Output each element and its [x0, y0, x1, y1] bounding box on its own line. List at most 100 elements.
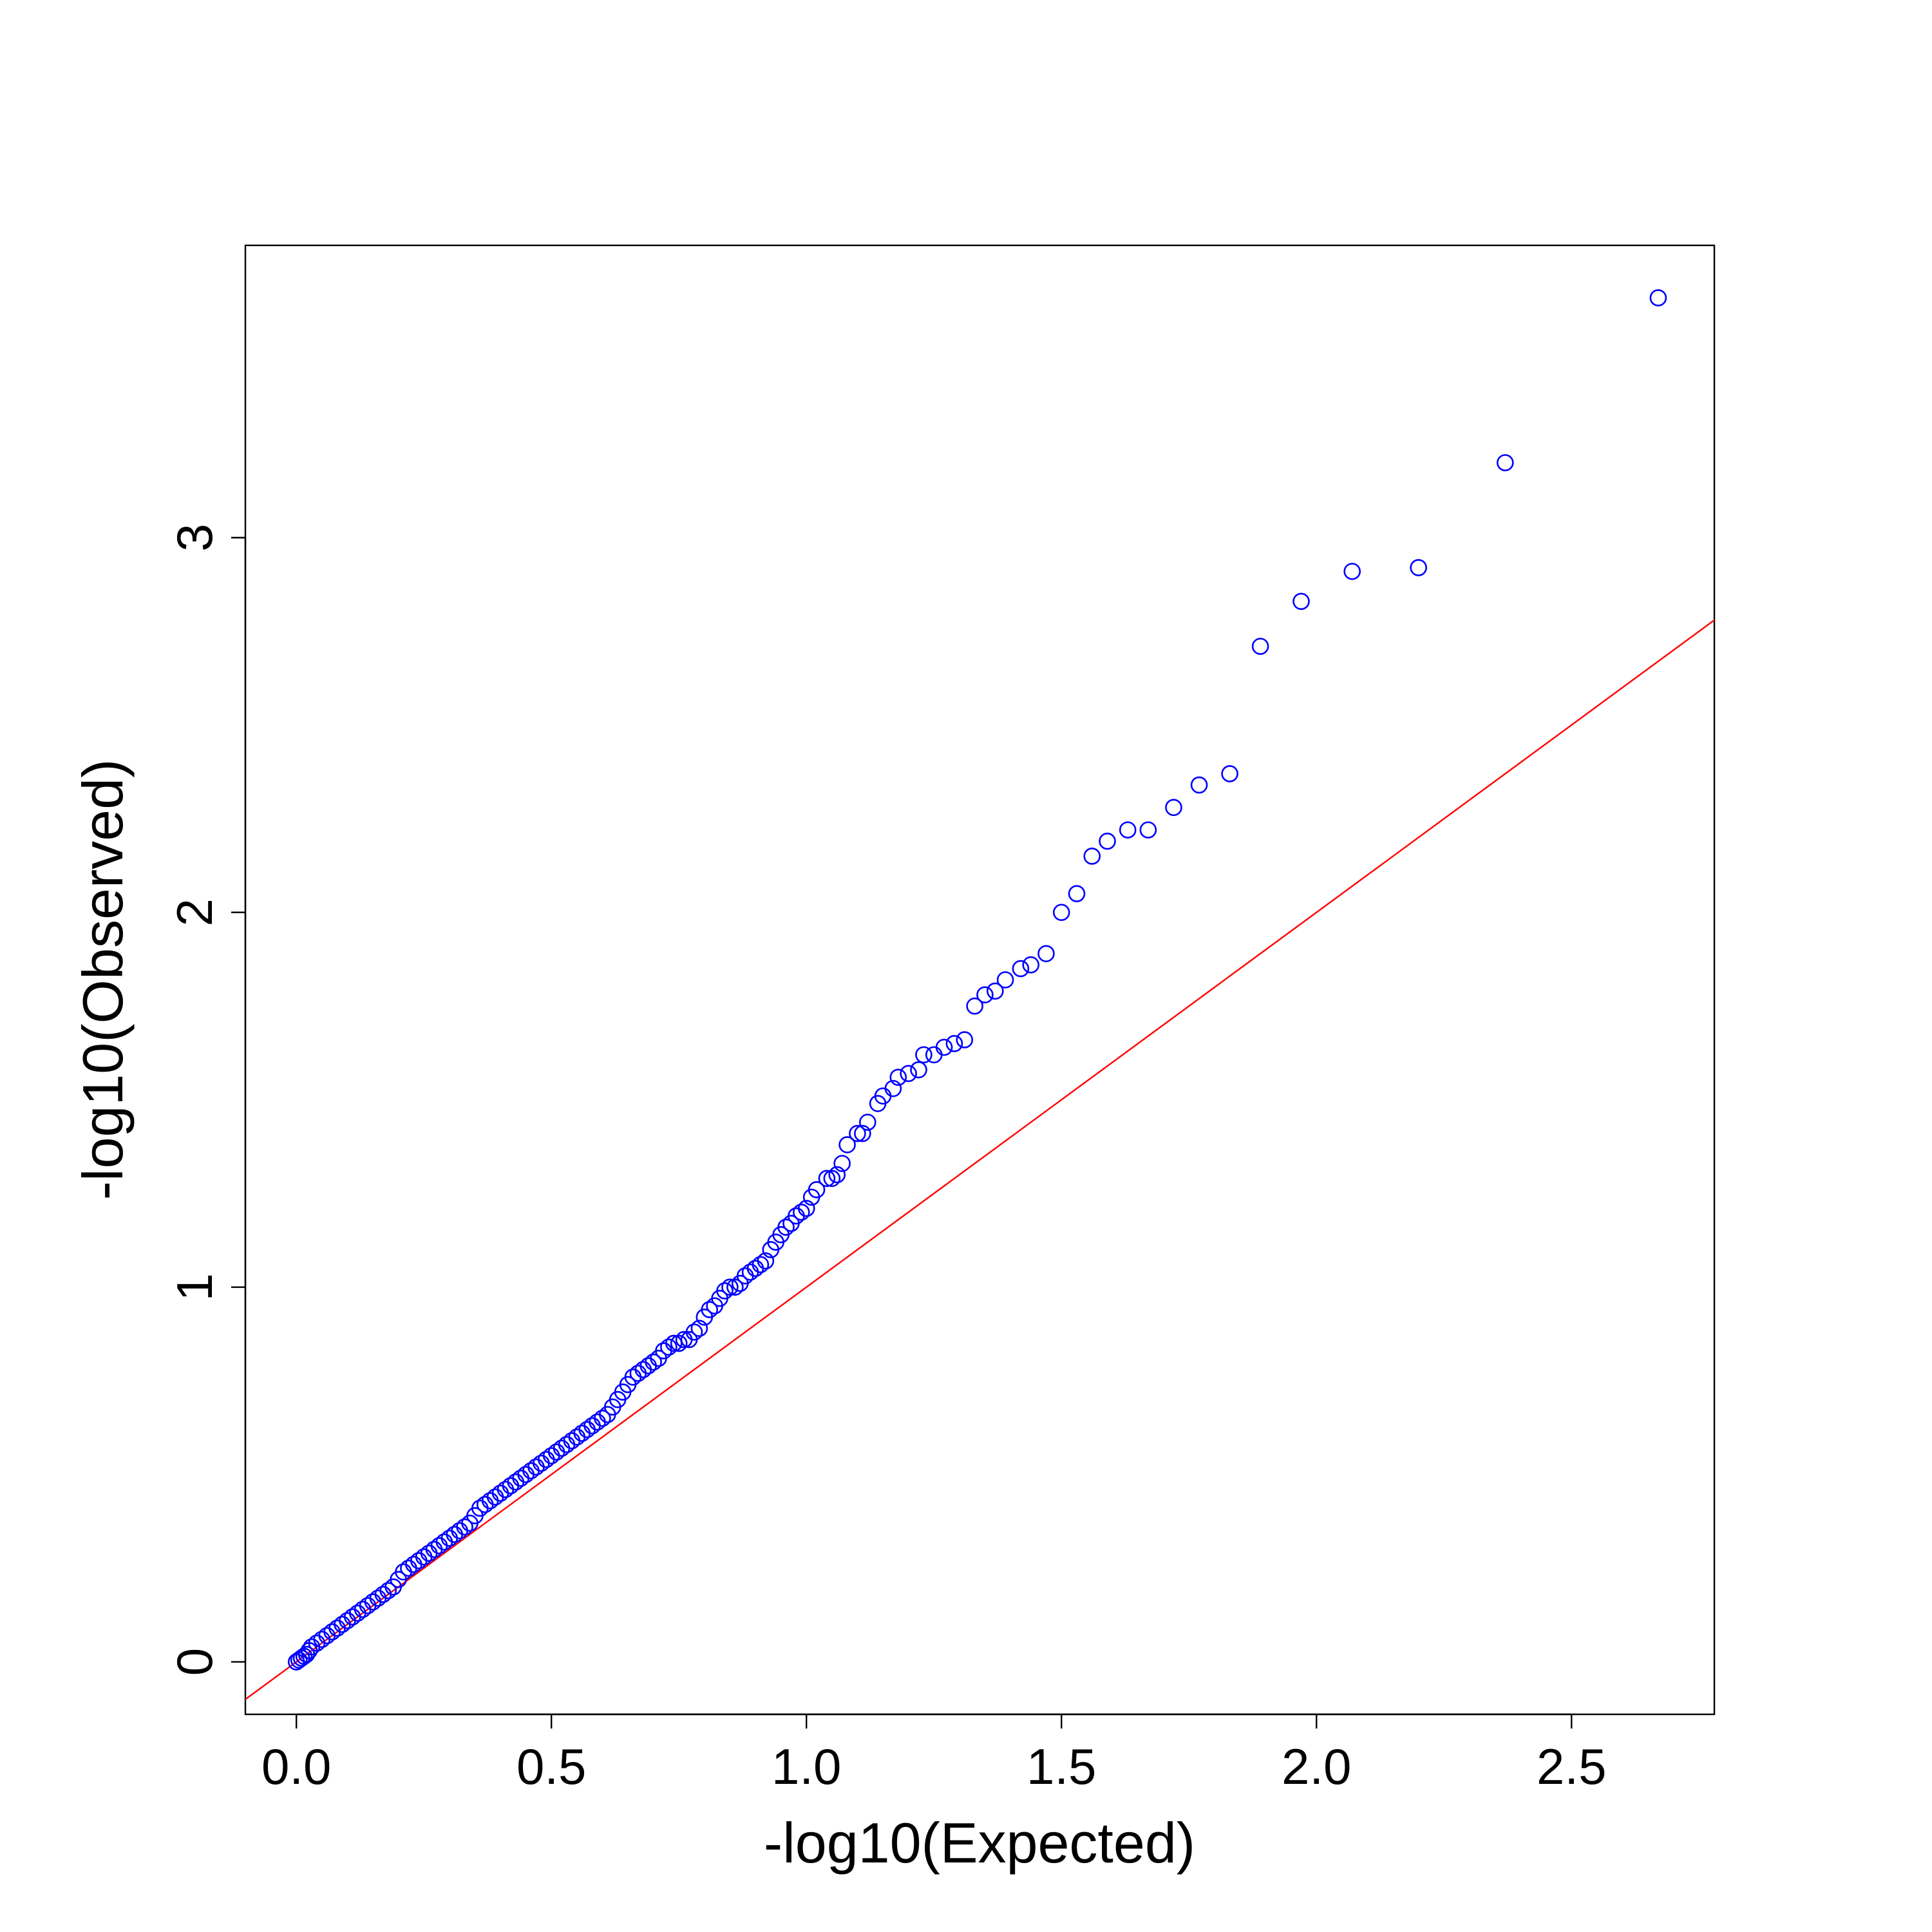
- data-point: [849, 1124, 866, 1142]
- data-point: [690, 1320, 708, 1337]
- x-tick-label: 2.0: [1282, 1738, 1351, 1795]
- data-point: [1052, 904, 1070, 922]
- y-tick-label: 0: [166, 1648, 223, 1676]
- data-point: [639, 1357, 657, 1375]
- data-point: [497, 1481, 515, 1499]
- data-point: [583, 1417, 601, 1435]
- data-point: [858, 1113, 876, 1131]
- y-tick-label: 1: [166, 1273, 223, 1301]
- data-point: [726, 1278, 744, 1296]
- data-point: [802, 1188, 820, 1206]
- data-point: [517, 1466, 535, 1483]
- data-point: [1119, 821, 1137, 839]
- data-point: [670, 1334, 688, 1352]
- data-points-layer: [287, 289, 1667, 1671]
- data-point: [833, 1155, 851, 1172]
- data-point: [935, 1038, 953, 1056]
- data-point: [629, 1365, 647, 1382]
- data-point: [440, 1530, 459, 1547]
- data-point: [568, 1428, 586, 1446]
- data-point: [925, 1046, 943, 1064]
- x-axis-title: -log10(Expected): [764, 1811, 1195, 1875]
- plot-frame: [244, 244, 1716, 1716]
- data-point: [292, 1649, 310, 1667]
- data-point: [900, 1065, 917, 1083]
- data-point: [823, 1170, 841, 1188]
- data-point: [1649, 289, 1667, 307]
- data-point: [446, 1526, 464, 1543]
- data-point: [752, 1256, 770, 1274]
- y-tick-label: 3: [166, 524, 223, 551]
- data-point: [425, 1540, 443, 1558]
- data-point: [696, 1308, 714, 1326]
- data-point: [986, 982, 1004, 1000]
- data-point: [996, 971, 1014, 989]
- y-tick-label: 2: [166, 898, 223, 926]
- data-point: [502, 1477, 520, 1495]
- data-point: [405, 1555, 422, 1573]
- data-point: [945, 1035, 963, 1052]
- x-tick-label: 2.5: [1537, 1738, 1606, 1795]
- data-point: [486, 1488, 504, 1506]
- data-point: [573, 1425, 591, 1442]
- y-axis: 0 1 2 3: [166, 524, 247, 1676]
- data-point: [563, 1432, 581, 1450]
- data-point: [1410, 559, 1427, 576]
- data-point: [430, 1537, 448, 1555]
- data-point: [553, 1439, 571, 1457]
- x-axis: 0.0 0.5 1.0 1.5 2.0 2.5: [261, 1713, 1606, 1795]
- data-point: [731, 1274, 749, 1293]
- data-point: [1099, 832, 1116, 850]
- data-point: [1068, 885, 1086, 902]
- x-tick-label: 1.5: [1027, 1738, 1096, 1795]
- data-point: [456, 1518, 473, 1536]
- data-point: [1139, 821, 1157, 839]
- data-point: [527, 1458, 545, 1476]
- data-point: [869, 1095, 887, 1112]
- reference-line-layer: [245, 619, 1714, 1701]
- data-point: [675, 1331, 693, 1349]
- data-point: [547, 1443, 565, 1461]
- data-point: [762, 1241, 780, 1258]
- data-point: [782, 1215, 800, 1233]
- data-point: [522, 1462, 540, 1480]
- data-point: [956, 1031, 974, 1048]
- data-point: [910, 1061, 927, 1079]
- y-axis-title: -log10(Observed): [71, 759, 135, 1200]
- data-point: [746, 1260, 764, 1277]
- data-point: [420, 1544, 438, 1562]
- reference-line: [245, 619, 1714, 1701]
- data-point: [828, 1166, 846, 1184]
- data-point: [1165, 799, 1182, 817]
- data-point: [290, 1651, 308, 1669]
- data-point: [818, 1170, 836, 1188]
- data-point: [792, 1203, 810, 1221]
- data-point: [491, 1484, 509, 1502]
- data-point: [1293, 592, 1310, 611]
- data-point: [741, 1264, 759, 1281]
- data-point: [1190, 776, 1208, 794]
- data-point: [589, 1413, 606, 1431]
- data-point: [854, 1124, 871, 1142]
- data-point: [507, 1473, 525, 1491]
- data-point: [889, 1068, 907, 1086]
- data-point: [634, 1361, 652, 1378]
- data-point: [533, 1454, 550, 1472]
- data-point: [476, 1495, 494, 1513]
- data-point: [451, 1522, 468, 1540]
- x-tick-label: 0.0: [261, 1738, 331, 1795]
- data-point: [1343, 562, 1361, 580]
- data-point: [721, 1278, 739, 1296]
- data-point: [542, 1447, 560, 1464]
- data-point: [1496, 454, 1514, 471]
- data-point: [645, 1353, 662, 1371]
- data-point: [966, 997, 983, 1015]
- data-point: [1012, 960, 1030, 978]
- data-point: [706, 1297, 723, 1315]
- data-point: [287, 1653, 305, 1671]
- data-point: [435, 1533, 453, 1551]
- data-point: [660, 1338, 677, 1356]
- data-point: [838, 1136, 856, 1153]
- x-tick-label: 1.0: [772, 1738, 841, 1795]
